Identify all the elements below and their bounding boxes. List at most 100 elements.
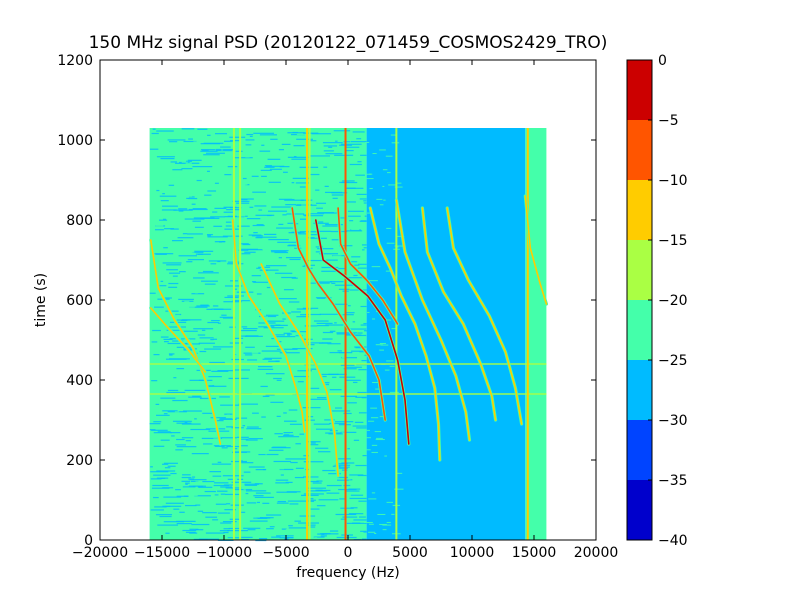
heatmap-noise [221, 447, 228, 449]
heatmap-noise [313, 511, 320, 513]
heatmap-noise [185, 160, 192, 162]
heatmap-noise [228, 236, 233, 238]
heatmap-noise [351, 448, 360, 450]
heatmap-noise [240, 248, 258, 250]
heatmap-noise [376, 437, 383, 439]
heatmap-noise [288, 409, 298, 411]
heatmap-noise [391, 513, 395, 515]
heatmap-noise [352, 425, 367, 427]
heatmap-noise [390, 134, 397, 136]
heatmap-noise [152, 329, 161, 332]
heatmap-trace [150, 239, 222, 445]
heatmap-noise [270, 401, 284, 403]
heatmap-noise [191, 293, 205, 295]
heatmap-noise [318, 499, 339, 501]
heatmap-noise [251, 235, 263, 237]
heatmap-noise [275, 482, 289, 484]
heatmap-noise [189, 528, 199, 530]
heatmap-noise [338, 466, 350, 468]
heatmap-noise [156, 130, 174, 132]
heatmap-noise [299, 218, 307, 220]
heatmap-noise [211, 463, 232, 465]
y-axis-label: time (s) [33, 273, 49, 327]
heatmap-noise [347, 402, 357, 404]
heatmap-noise [276, 274, 281, 276]
heatmap-noise [232, 300, 253, 302]
heatmap-noise [229, 326, 236, 328]
heatmap-noise [261, 350, 281, 352]
heatmap-noise [363, 202, 367, 204]
heatmap-noise [206, 385, 227, 387]
heatmap-noise [219, 530, 229, 532]
heatmap-noise [287, 156, 309, 158]
heatmap-noise [278, 298, 297, 300]
x-tick-label: −5000 [262, 545, 309, 561]
heatmap-noise [358, 516, 366, 518]
heatmap-noise [238, 249, 249, 251]
heatmap-noise [197, 253, 211, 255]
heatmap-noise [394, 186, 403, 188]
heatmap-noise [264, 320, 285, 322]
heatmap-noise [321, 285, 328, 287]
colorbar: −40 −35 −30 −25 −20 −15 −10 −5 0 [626, 53, 688, 549]
heatmap-noise [314, 537, 318, 539]
heatmap-noise [162, 505, 182, 507]
heatmap-noise [344, 187, 356, 189]
heatmap-noise [264, 233, 277, 236]
heatmap-noise [229, 518, 241, 520]
heatmap-noise [194, 226, 204, 228]
heatmap-noise [396, 472, 403, 474]
heatmap-noise [204, 194, 212, 196]
heatmap-noise [189, 479, 207, 481]
heatmap-noise [303, 476, 319, 478]
heatmap-noise [335, 458, 351, 460]
plot-area [99, 59, 597, 542]
heatmap-noise [371, 266, 381, 268]
heatmap-noise [232, 157, 253, 159]
heatmap-noise [258, 453, 279, 456]
heatmap-noise [363, 323, 367, 325]
heatmap-noise [347, 305, 351, 307]
colorbar-tick-label: −20 [658, 293, 688, 309]
heatmap-noise [332, 376, 337, 378]
heatmap-noise [187, 159, 202, 161]
heatmap-noise [338, 288, 350, 290]
heatmap-noise [296, 138, 313, 140]
heatmap-trace [446, 207, 523, 425]
heatmap-noise [162, 193, 165, 195]
heatmap-noise [170, 161, 178, 163]
heatmap-noise [217, 461, 222, 463]
heatmap-noise [281, 276, 296, 279]
heatmap-noise [356, 427, 367, 429]
heatmap-noise [315, 297, 332, 299]
heatmap-noise [311, 133, 332, 135]
heatmap-noise [202, 149, 209, 151]
heatmap-noise [273, 334, 285, 336]
heatmap-noise [165, 502, 184, 504]
heatmap-noise [245, 156, 250, 158]
heatmap-noise [334, 154, 354, 156]
heatmap-noise [297, 370, 312, 372]
heatmap-noise [247, 529, 256, 531]
heatmap-noise [376, 311, 378, 313]
heatmap-noise [259, 253, 262, 255]
heatmap-noise [239, 243, 249, 245]
heatmap-noise [305, 326, 312, 328]
heatmap-noise [394, 245, 403, 247]
x-tick-label: 5000 [392, 545, 428, 561]
heatmap-noise [365, 173, 371, 175]
heatmap-noise [162, 410, 178, 412]
heatmap-noise [307, 368, 318, 370]
heatmap-noise [178, 255, 198, 257]
heatmap-noise [319, 342, 328, 344]
heatmap-noise [214, 133, 228, 135]
heatmap-noise [364, 141, 370, 143]
heatmap-noise [227, 166, 238, 168]
heatmap-noise [296, 308, 312, 310]
heatmap-noise [159, 285, 167, 287]
heatmap-noise [283, 412, 287, 414]
heatmap-noise [384, 369, 390, 371]
heatmap-noise [157, 431, 171, 433]
heatmap-noise [288, 343, 294, 345]
heatmap-noise [253, 232, 258, 234]
